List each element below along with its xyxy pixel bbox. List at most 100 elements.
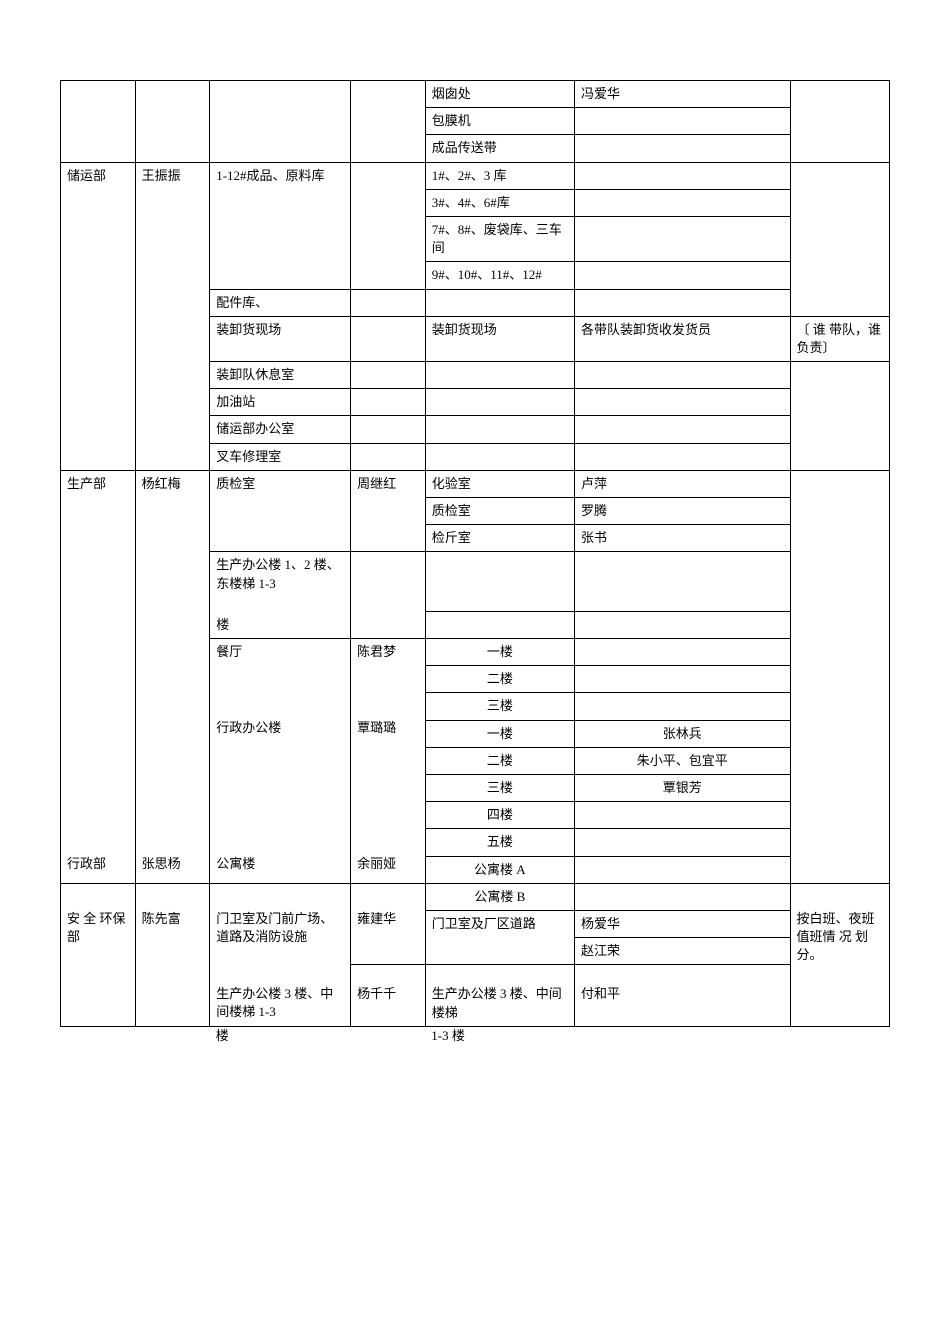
cell-location bbox=[425, 612, 574, 639]
cell-location: 成品传送带 bbox=[425, 135, 574, 162]
cell-area bbox=[210, 81, 351, 163]
cell-note: 按白班、夜班值班情 况 划分。 bbox=[790, 883, 890, 1026]
cell-area: 1-12#成品、原料库 bbox=[210, 162, 351, 289]
cell-note bbox=[790, 162, 890, 316]
cell-sub-person bbox=[351, 316, 426, 361]
cell-sub-person bbox=[351, 416, 426, 443]
cell-person-label: 张思杨 bbox=[142, 856, 181, 871]
cell-sub-person: 覃璐璐 bbox=[351, 693, 426, 829]
cell-responsible: 张书 bbox=[574, 525, 790, 552]
cell-note bbox=[790, 362, 890, 471]
cell-responsible bbox=[574, 389, 790, 416]
cell-location: 二楼 bbox=[425, 747, 574, 774]
footer-cell: 楼 bbox=[210, 1026, 351, 1052]
cell-responsible bbox=[574, 362, 790, 389]
cell-dept-label: 行政部 bbox=[67, 856, 106, 871]
cell-responsible bbox=[574, 829, 790, 856]
cell-sub-person-label: 覃璐璐 bbox=[357, 720, 396, 735]
cell-dept: 储运部 bbox=[61, 162, 136, 470]
cell-location: 1#、2#、3 库 bbox=[425, 162, 574, 189]
cell-person bbox=[135, 612, 210, 829]
cell-responsible: 赵江荣 bbox=[574, 938, 790, 965]
cell-location: 生产办公楼 3 楼、中间楼梯 bbox=[425, 965, 574, 1026]
cell-location bbox=[425, 289, 574, 316]
cell-location: 一楼 bbox=[425, 639, 574, 666]
cell-location: 门卫室及厂区道路 bbox=[425, 910, 574, 964]
cell-location: 化验室 bbox=[425, 470, 574, 497]
cell-responsible bbox=[574, 443, 790, 470]
cell-responsible bbox=[574, 802, 790, 829]
cell-dept: 安 全 环保部 bbox=[61, 883, 136, 1026]
cell-sub-person: 周继红 bbox=[351, 470, 426, 552]
cell-sub-person bbox=[351, 389, 426, 416]
footer-cell bbox=[61, 1026, 136, 1052]
cell-area: 行政办公楼 bbox=[210, 693, 351, 829]
footer-cell: 1-3 楼 bbox=[425, 1026, 574, 1052]
cell-responsible bbox=[574, 216, 790, 261]
cell-responsible bbox=[574, 693, 790, 720]
cell-note bbox=[790, 470, 890, 612]
cell-dept: 行政部 bbox=[61, 829, 136, 883]
cell-sub-person bbox=[351, 289, 426, 316]
cell-sub-person-label: 余丽娅 bbox=[357, 856, 396, 871]
cell-responsible bbox=[574, 108, 790, 135]
footer-cell bbox=[351, 1026, 426, 1052]
cell-location bbox=[425, 552, 574, 612]
cell-location: 检斤室 bbox=[425, 525, 574, 552]
cell-responsible bbox=[574, 289, 790, 316]
cell-responsible: 杨爱华 bbox=[574, 910, 790, 937]
cell-responsible bbox=[574, 883, 790, 910]
cell-responsible: 卢萍 bbox=[574, 470, 790, 497]
cell-location: 一楼 bbox=[425, 720, 574, 747]
cell-sub-person: 杨千千 bbox=[351, 965, 426, 1026]
cell-dept: 生产部 bbox=[61, 470, 136, 612]
cell-responsible bbox=[574, 262, 790, 289]
cell-sub-person bbox=[351, 612, 426, 639]
cell-responsible: 各带队装卸货收发货员 bbox=[574, 316, 790, 361]
cell-area: 叉车修理室 bbox=[210, 443, 351, 470]
cell-area-label: 行政办公楼 bbox=[216, 720, 281, 735]
cell-location bbox=[425, 362, 574, 389]
cell-responsible: 覃银芳 bbox=[574, 775, 790, 802]
cell-area: 餐厅 bbox=[210, 639, 351, 693]
cell-responsible bbox=[574, 666, 790, 693]
cell-person bbox=[135, 81, 210, 163]
footer-cell bbox=[135, 1026, 210, 1052]
cell-area: 公寓楼 bbox=[210, 829, 351, 883]
cell-location bbox=[425, 443, 574, 470]
cell-area: 质检室 bbox=[210, 470, 351, 552]
cell-sub-person: 雍建华 bbox=[351, 883, 426, 965]
cell-person: 陈先富 bbox=[135, 883, 210, 1026]
cell-area: 装卸货现场 bbox=[210, 316, 351, 361]
cell-location: 装卸货现场 bbox=[425, 316, 574, 361]
cell-sub-person-label: 雍建华 bbox=[357, 911, 396, 926]
footer-cell bbox=[574, 1026, 790, 1052]
cell-dept bbox=[61, 612, 136, 829]
cell-location bbox=[425, 389, 574, 416]
cell-location: 3#、4#、6#库 bbox=[425, 189, 574, 216]
cell-location: 二楼 bbox=[425, 666, 574, 693]
responsibility-table: 烟囱处 冯爱华 包膜机 成品传送带 储运部 王振振 1-12#成品、原料库 1#… bbox=[60, 80, 890, 1052]
cell-area: 门卫室及门前广场、道路及消防设施 bbox=[210, 883, 351, 965]
cell-responsible: 罗腾 bbox=[574, 498, 790, 525]
cell-area: 生产办公楼 3 楼、中间楼梯 1-3 bbox=[210, 965, 351, 1026]
cell-person: 王振振 bbox=[135, 162, 210, 470]
cell-sub-person bbox=[351, 162, 426, 289]
cell-note-label: 按白班、夜班值班情 况 划分。 bbox=[797, 911, 875, 962]
cell-location: 质检室 bbox=[425, 498, 574, 525]
cell-person: 杨红梅 bbox=[135, 470, 210, 612]
cell-location bbox=[425, 416, 574, 443]
cell-responsible: 朱小平、包宜平 bbox=[574, 747, 790, 774]
cell-responsible bbox=[574, 612, 790, 639]
cell-location: 包膜机 bbox=[425, 108, 574, 135]
cell-responsible bbox=[574, 416, 790, 443]
cell-area: 加油站 bbox=[210, 389, 351, 416]
cell-location: 烟囱处 bbox=[425, 81, 574, 108]
cell-dept-label: 安 全 环保部 bbox=[67, 911, 126, 944]
cell-area: 楼 bbox=[210, 612, 351, 639]
cell-note bbox=[790, 829, 890, 883]
cell-location: 五楼 bbox=[425, 829, 574, 856]
cell-sub-person bbox=[351, 443, 426, 470]
cell-location: 三楼 bbox=[425, 775, 574, 802]
cell-responsible bbox=[574, 552, 790, 612]
